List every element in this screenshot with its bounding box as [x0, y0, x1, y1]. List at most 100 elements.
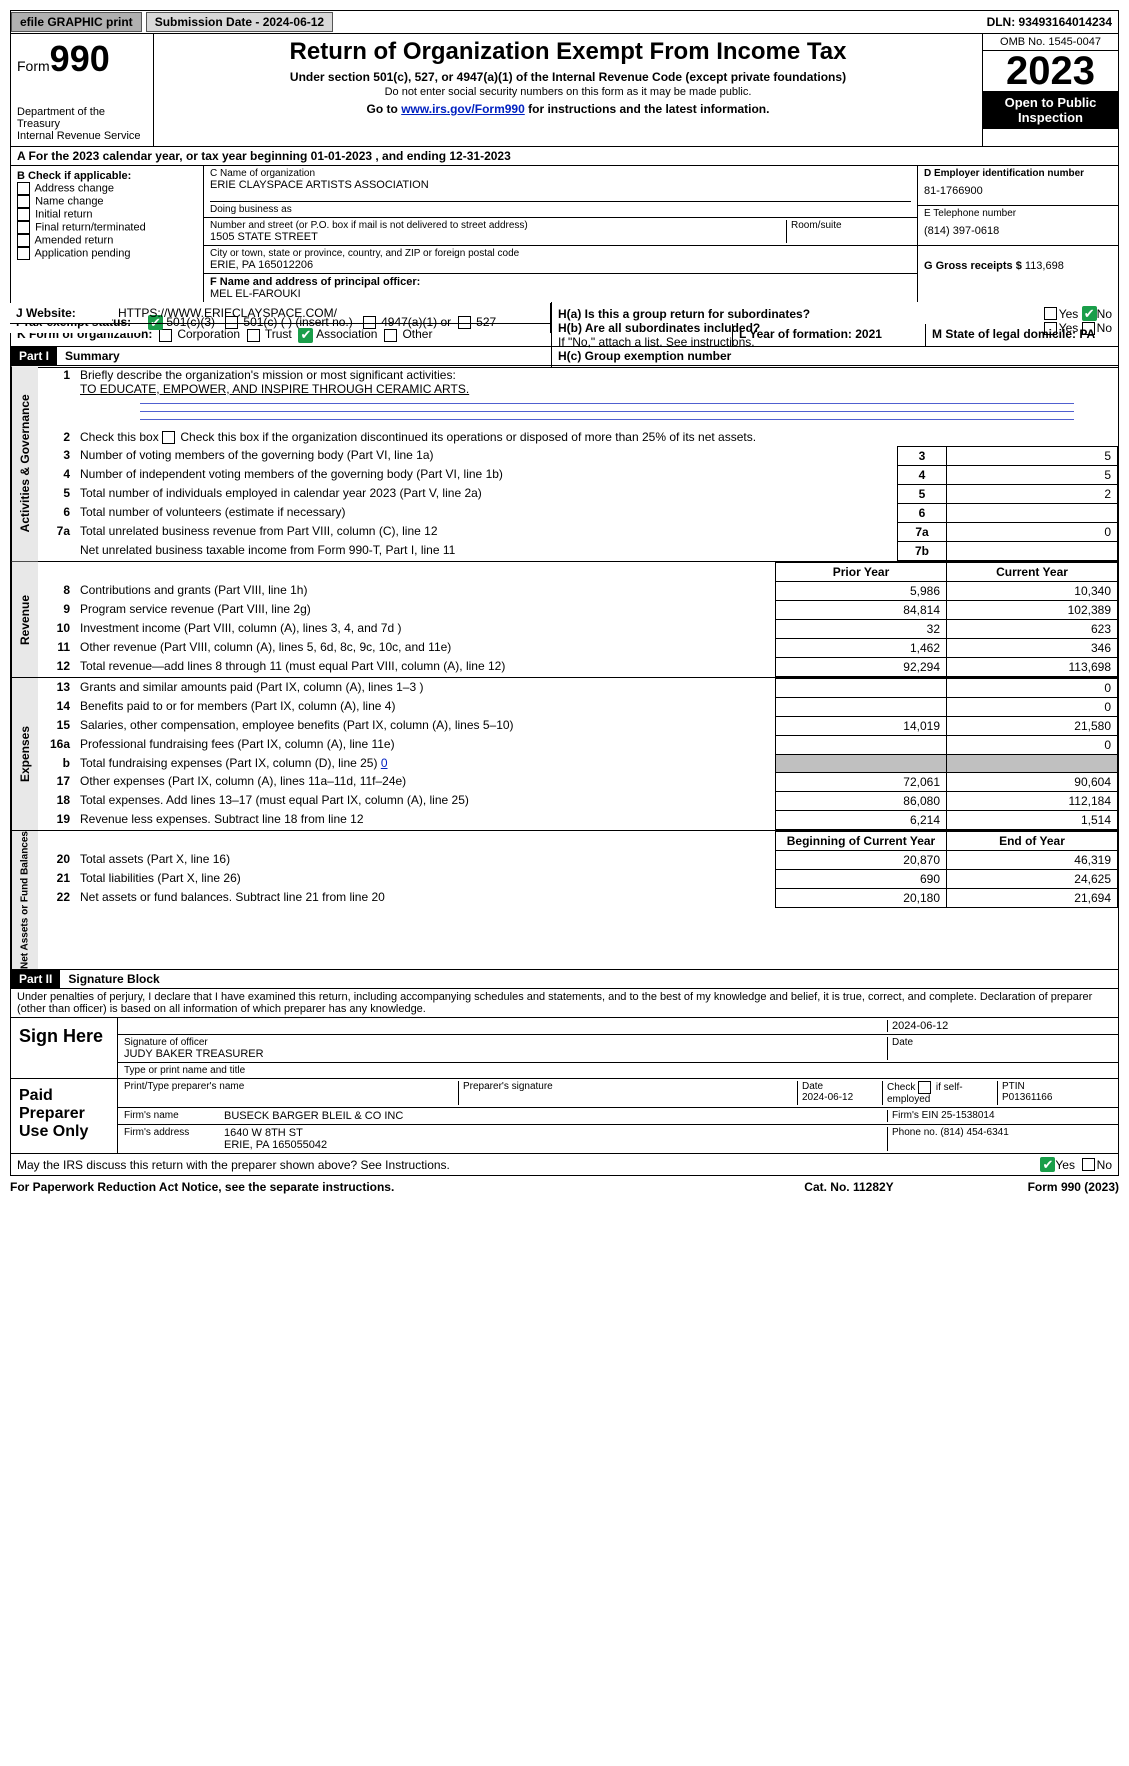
discuss-row: May the IRS discuss this return with the…: [10, 1154, 1119, 1176]
type-print-label: Type or print name and title: [124, 1065, 245, 1076]
section-governance: Activities & Governance 1 Briefly descri…: [10, 366, 1119, 562]
line7a-desc: Total unrelated business revenue from Pa…: [76, 522, 898, 541]
date-label: Date: [887, 1037, 1112, 1060]
website[interactable]: HTTPS://WWW.ERIECLAYSPACE.COM/: [112, 303, 343, 323]
line22-beg: 20,180: [776, 888, 947, 907]
line8-curr: 10,340: [947, 581, 1118, 600]
ha-no[interactable]: ✔: [1082, 306, 1097, 321]
firm-address: 1640 W 8TH STERIE, PA 165055042: [224, 1127, 887, 1151]
line10-prior: 32: [776, 619, 947, 638]
irs-link[interactable]: www.irs.gov/Form990: [401, 102, 525, 116]
line13-desc: Grants and similar amounts paid (Part IX…: [76, 678, 776, 697]
discuss-yes[interactable]: ✔: [1040, 1157, 1055, 1172]
chk-name[interactable]: [17, 195, 30, 208]
line5-desc: Total number of individuals employed in …: [76, 484, 898, 503]
preparer-date: Date2024-06-12: [797, 1081, 882, 1105]
form-label: Form: [17, 58, 50, 74]
chk-initial[interactable]: [17, 208, 30, 221]
ha-yes[interactable]: [1044, 307, 1057, 320]
city-label: City or town, state or province, country…: [210, 248, 911, 259]
sign-date: 2024-06-12: [887, 1020, 1112, 1032]
officer-name: JUDY BAKER TREASURER: [124, 1048, 887, 1060]
line10-curr: 623: [947, 619, 1118, 638]
preparer-sig-label: Preparer's signature: [458, 1081, 797, 1105]
line22-desc: Net assets or fund balances. Subtract li…: [76, 888, 776, 907]
line16b-prior: [776, 754, 947, 772]
row-a: A For the 2023 calendar year, or tax yea…: [10, 147, 1119, 166]
line11-prior: 1,462: [776, 638, 947, 657]
line16a-desc: Professional fundraising fees (Part IX, …: [76, 735, 776, 754]
f-label: F Name and address of principal officer:: [210, 276, 911, 288]
vtab-revenue: Revenue: [11, 562, 38, 677]
line13-curr: 0: [947, 678, 1118, 697]
part2-header: Part II Signature Block: [10, 970, 1119, 989]
line2: Check this box Check this box if the org…: [76, 428, 1118, 447]
discuss-no[interactable]: [1082, 1158, 1095, 1171]
line18-desc: Total expenses. Add lines 13–17 (must eq…: [76, 791, 776, 810]
line8-prior: 5,986: [776, 581, 947, 600]
line7b-desc: Net unrelated business taxable income fr…: [76, 541, 898, 560]
submission-date: Submission Date - 2024-06-12: [146, 12, 333, 32]
line12-curr: 113,698: [947, 657, 1118, 676]
col-prior: Prior Year: [776, 562, 947, 581]
line5-val: 2: [947, 484, 1118, 503]
chk-address[interactable]: [17, 182, 30, 195]
line20-beg: 20,870: [776, 850, 947, 869]
line10-desc: Investment income (Part VIII, column (A)…: [76, 619, 776, 638]
line11-desc: Other revenue (Part VIII, column (A), li…: [76, 638, 776, 657]
vtab-governance: Activities & Governance: [11, 366, 38, 561]
street-address: 1505 STATE STREET: [210, 231, 786, 243]
chk-amended[interactable]: [17, 234, 30, 247]
ptin: PTINP01361166: [997, 1081, 1112, 1105]
dln: DLN: 93493164014234: [981, 15, 1118, 29]
line11-curr: 346: [947, 638, 1118, 657]
part2-title: Signature Block: [60, 970, 167, 988]
ha-label: H(a) Is this a group return for subordin…: [558, 307, 810, 321]
col-beginning: Beginning of Current Year: [776, 831, 947, 850]
tax-year: 2023: [983, 51, 1118, 91]
firm-addr-label: Firm's address: [124, 1127, 224, 1151]
line9-desc: Program service revenue (Part VIII, line…: [76, 600, 776, 619]
line21-beg: 690: [776, 869, 947, 888]
section-revenue: Revenue Prior YearCurrent Year 8Contribu…: [10, 562, 1119, 678]
line4-desc: Number of independent voting members of …: [76, 465, 898, 484]
d-label: D Employer identification number: [924, 168, 1112, 179]
vtab-netassets: Net Assets or Fund Balances: [11, 831, 38, 969]
g-label: G Gross receipts $: [924, 260, 1025, 272]
chk-discontinued[interactable]: [162, 431, 175, 444]
dba-label: Doing business as: [210, 201, 911, 215]
ein: 81-1766900: [924, 179, 1112, 203]
paid-preparer-block: Paid Preparer Use Only Print/Type prepar…: [10, 1079, 1119, 1154]
self-employed: Check if self-employed: [882, 1081, 997, 1105]
line1-label: Briefly describe the organization's miss…: [80, 368, 456, 382]
col-current: Current Year: [947, 562, 1118, 581]
line13-prior: [776, 678, 947, 697]
gross-receipts: 113,698: [1025, 260, 1064, 272]
principal-officer: MEL EL-FAROUKI: [210, 288, 911, 300]
chk-pending[interactable]: [17, 247, 30, 260]
discuss-label: May the IRS discuss this return with the…: [17, 1158, 1040, 1172]
b-header: B Check if applicable:: [17, 170, 197, 182]
line3-val: 5: [947, 446, 1118, 465]
line14-desc: Benefits paid to or for members (Part IX…: [76, 697, 776, 716]
line15-curr: 21,580: [947, 716, 1118, 735]
mission: TO EDUCATE, EMPOWER, AND INSPIRE THROUGH…: [80, 382, 469, 396]
sign-here-label: Sign Here: [11, 1018, 118, 1078]
chk-final[interactable]: [17, 221, 30, 234]
part1-title: Summary: [57, 347, 128, 365]
chk-self-employed[interactable]: [918, 1081, 931, 1094]
line7b-val: [947, 541, 1118, 560]
line8-desc: Contributions and grants (Part VIII, lin…: [76, 581, 776, 600]
dept-treasury: Department of the Treasury: [17, 106, 147, 130]
city-state-zip: ERIE, PA 165012206: [210, 259, 911, 271]
line16b-curr: [947, 754, 1118, 772]
c-name-label: C Name of organization: [210, 168, 911, 179]
line17-desc: Other expenses (Part IX, column (A), lin…: [76, 772, 776, 791]
declaration: Under penalties of perjury, I declare th…: [10, 989, 1119, 1018]
col-d: D Employer identification number 81-1766…: [917, 166, 1118, 302]
line9-curr: 102,389: [947, 600, 1118, 619]
line16b-desc: Total fundraising expenses (Part IX, col…: [76, 754, 776, 772]
form-footer: Form 990 (2023): [939, 1180, 1119, 1194]
efile-print-button[interactable]: efile GRAPHIC print: [11, 12, 142, 32]
line16a-curr: 0: [947, 735, 1118, 754]
